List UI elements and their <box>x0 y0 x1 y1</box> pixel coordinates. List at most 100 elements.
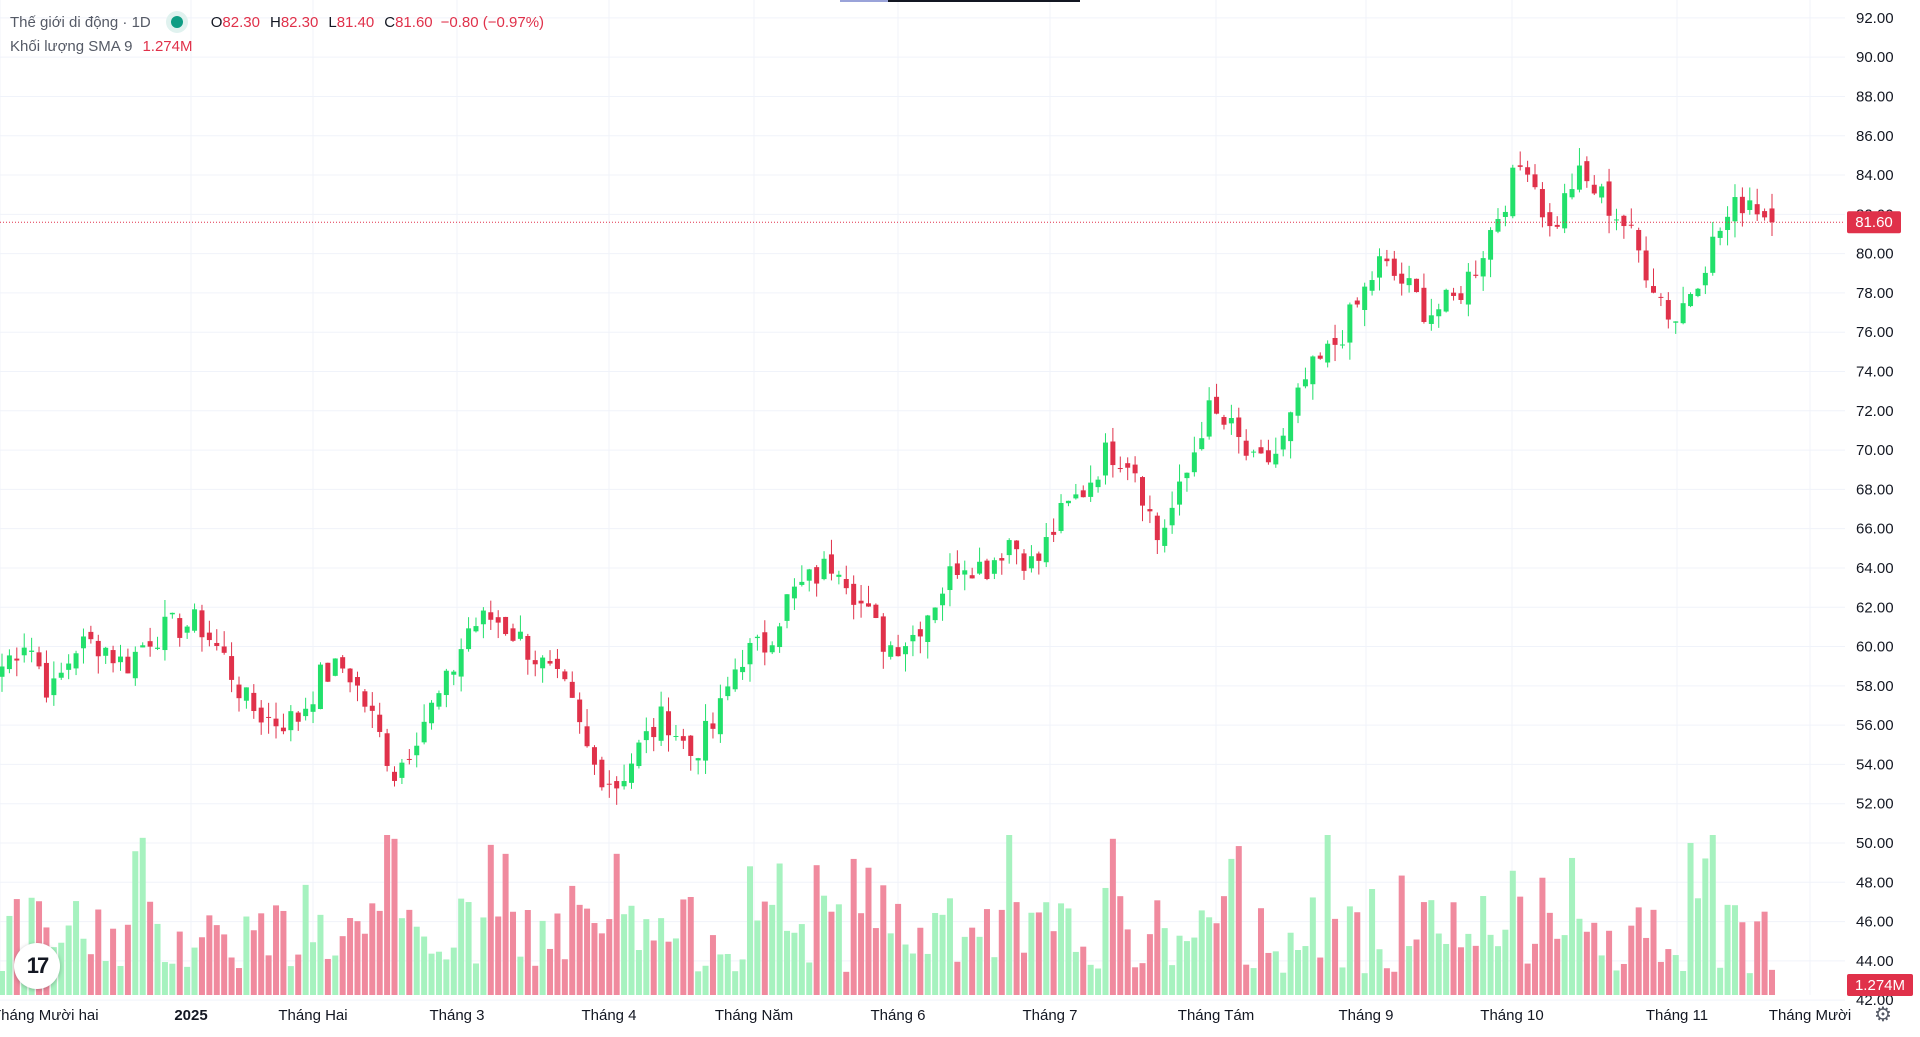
candle-body <box>0 666 5 677</box>
low-label: L <box>328 13 337 31</box>
candle-body <box>1532 174 1538 188</box>
volume-bar <box>1169 965 1176 995</box>
candle-body <box>540 657 546 669</box>
candle-body <box>1191 452 1197 473</box>
volume-bar <box>1021 952 1028 995</box>
volume-bar <box>495 916 502 995</box>
candle-body <box>747 642 753 665</box>
candle-body <box>1651 286 1657 293</box>
candle-body <box>1125 463 1131 468</box>
volume-bar <box>1509 870 1516 995</box>
candle-body <box>651 726 657 738</box>
symbol-label[interactable]: Thế giới di động · 1D <box>10 13 151 31</box>
axis-badges: 81.60 1.274M <box>1847 211 1913 996</box>
volume-bar <box>1591 922 1598 995</box>
candle-body <box>606 783 612 785</box>
volume-bar <box>198 937 205 995</box>
candle-body <box>703 720 709 761</box>
gear-icon[interactable]: ⚙ <box>1874 1004 1892 1026</box>
volume-bar <box>843 971 850 995</box>
volume-bar <box>946 898 953 995</box>
tradingview-logo-icon[interactable]: 17 <box>14 943 60 989</box>
volume-bar <box>1035 912 1042 995</box>
candle-body <box>1643 250 1649 281</box>
volume-bar <box>250 930 257 995</box>
volume-bar <box>1050 931 1057 995</box>
candle-body <box>628 763 634 783</box>
candle-body <box>910 634 916 642</box>
volume-bar <box>1524 963 1531 995</box>
volume-bar <box>569 885 576 995</box>
high-label: H <box>269 13 281 31</box>
candle-body <box>1702 272 1708 286</box>
volume-bar <box>1746 973 1753 995</box>
candle-body <box>1769 208 1775 223</box>
candle-body <box>1376 256 1382 278</box>
volume-bar <box>1161 928 1168 995</box>
candle-body <box>1451 292 1457 296</box>
volume-bar <box>132 851 139 995</box>
volume-bar <box>1369 888 1376 995</box>
volume-indicator-value: 1.274M <box>142 37 193 55</box>
volume-bar <box>909 953 916 995</box>
volume-bar <box>939 914 946 995</box>
volume-bar <box>1146 934 1153 995</box>
candle-body <box>184 626 190 633</box>
volume-indicator-label[interactable]: Khối lượng SMA 9 <box>10 37 133 55</box>
candle-body <box>1302 379 1308 387</box>
volume-bar <box>1435 933 1442 995</box>
candle-body <box>414 745 420 756</box>
candle-body <box>1273 453 1279 465</box>
volume-bar <box>1013 902 1020 995</box>
legend: Thế giới di động · 1D O 82.30 H 82.30 L 81.… <box>10 10 544 58</box>
candle-body <box>1332 337 1338 345</box>
candle-body <box>1102 442 1108 476</box>
candle-body <box>354 677 360 686</box>
volume-bar <box>398 918 405 995</box>
volume-bar <box>1087 964 1094 995</box>
volume-bar <box>1450 902 1457 995</box>
volume-bar <box>1080 946 1087 995</box>
volume-bar <box>539 920 546 995</box>
candle-body <box>421 721 427 743</box>
candle-body <box>1606 181 1612 216</box>
candle-body <box>562 671 568 680</box>
candle-body <box>947 566 953 591</box>
candle-body <box>103 647 109 656</box>
candle-body <box>140 645 146 648</box>
volume-bar <box>435 951 442 995</box>
candle-body <box>643 731 649 741</box>
candle-body <box>517 631 523 639</box>
price-tick-label: 66.00 <box>1856 521 1894 538</box>
candle-body <box>1073 494 1079 499</box>
volume-bar <box>547 948 554 995</box>
volume-bar <box>65 925 72 995</box>
market-status-icon[interactable] <box>170 16 183 28</box>
candle-body <box>1599 186 1605 198</box>
volume-bar <box>384 835 391 995</box>
candle-body <box>814 567 820 584</box>
candle-body <box>429 702 435 724</box>
volume-bar <box>1472 945 1479 995</box>
volume-bar <box>13 899 20 995</box>
volume-bar <box>717 954 724 995</box>
volume-bar <box>606 919 613 995</box>
candle-body <box>717 698 723 735</box>
candle-body <box>710 723 716 729</box>
volume-bar <box>761 901 768 995</box>
volume-bar <box>1176 935 1183 995</box>
volume-bar <box>1398 875 1405 995</box>
candle-body <box>1539 189 1545 218</box>
candle-body <box>95 640 101 657</box>
candle-body <box>466 628 472 650</box>
candle-body <box>1154 515 1160 541</box>
candle-body <box>599 759 605 788</box>
candle-body <box>1043 537 1049 563</box>
candle-body <box>406 758 412 760</box>
volume-bar <box>1672 955 1679 995</box>
candle-body <box>1458 293 1464 300</box>
volume-bar <box>273 905 280 995</box>
candle-body <box>451 671 457 675</box>
volume-bar <box>1309 897 1316 995</box>
